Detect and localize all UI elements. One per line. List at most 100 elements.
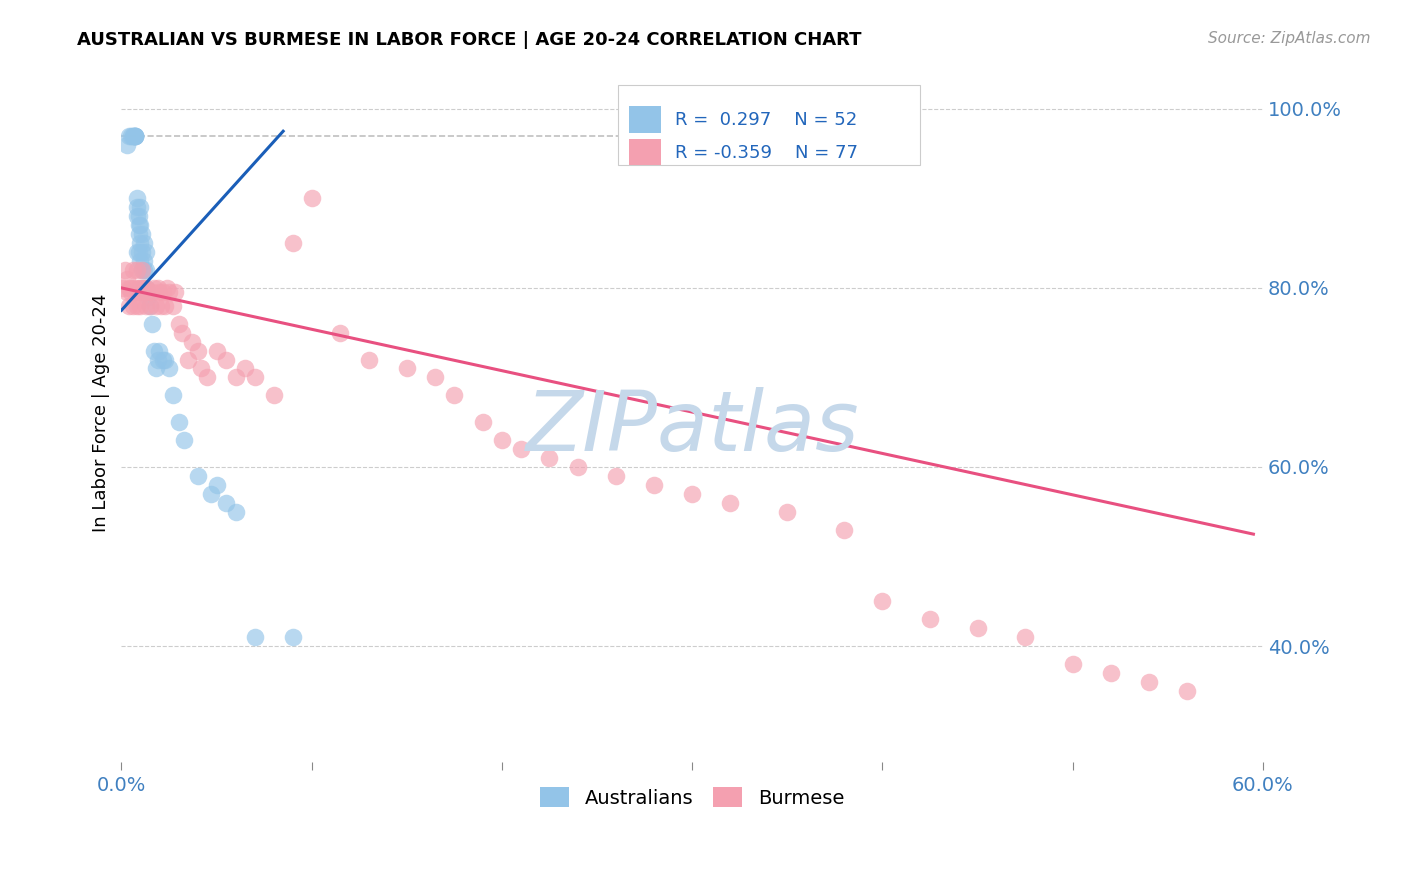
Point xyxy=(139,299,162,313)
Point xyxy=(215,352,238,367)
Point xyxy=(121,263,143,277)
Point xyxy=(131,281,153,295)
FancyBboxPatch shape xyxy=(630,106,661,133)
Point xyxy=(153,299,176,313)
Point xyxy=(125,191,148,205)
Point xyxy=(1099,665,1122,680)
Point xyxy=(115,272,138,286)
Point xyxy=(112,281,135,295)
Point xyxy=(872,594,894,608)
Point xyxy=(142,281,165,295)
Point xyxy=(134,285,156,300)
Y-axis label: In Labor Force | Age 20-24: In Labor Force | Age 20-24 xyxy=(93,294,110,533)
Point xyxy=(134,254,156,268)
Point xyxy=(395,361,418,376)
Point xyxy=(157,361,180,376)
Point xyxy=(124,128,146,143)
Point xyxy=(357,352,380,367)
Point xyxy=(152,285,174,300)
Point xyxy=(186,469,208,483)
Point xyxy=(118,299,141,313)
Point xyxy=(180,334,202,349)
Point xyxy=(150,299,173,313)
Point xyxy=(167,415,190,429)
Point xyxy=(124,128,146,143)
Point xyxy=(233,361,256,376)
Point xyxy=(125,245,148,260)
Point xyxy=(1014,630,1036,644)
Point xyxy=(139,299,162,313)
Point xyxy=(114,263,136,277)
Point xyxy=(134,236,156,251)
FancyBboxPatch shape xyxy=(619,85,921,165)
Point xyxy=(643,478,665,492)
Point xyxy=(567,460,589,475)
Point xyxy=(120,128,142,143)
Point xyxy=(135,299,157,313)
Point xyxy=(195,370,218,384)
Point xyxy=(918,612,941,626)
Point xyxy=(141,317,163,331)
Point xyxy=(124,128,146,143)
Text: ZIPatlas: ZIPatlas xyxy=(526,387,859,467)
Point xyxy=(134,281,156,295)
Text: AUSTRALIAN VS BURMESE IN LABOR FORCE | AGE 20-24 CORRELATION CHART: AUSTRALIAN VS BURMESE IN LABOR FORCE | A… xyxy=(77,31,862,49)
Point xyxy=(163,285,186,300)
Point xyxy=(124,285,146,300)
Point xyxy=(1137,674,1160,689)
Point xyxy=(135,281,157,295)
Point xyxy=(329,326,352,340)
Point xyxy=(128,209,150,223)
Point xyxy=(510,442,533,456)
Point xyxy=(146,352,169,367)
Point xyxy=(173,433,195,447)
Point xyxy=(131,245,153,260)
Point xyxy=(128,285,150,300)
Text: R = -0.359    N = 77: R = -0.359 N = 77 xyxy=(675,144,858,161)
Point xyxy=(128,281,150,295)
Point xyxy=(172,326,194,340)
Point xyxy=(281,630,304,644)
Text: Source: ZipAtlas.com: Source: ZipAtlas.com xyxy=(1208,31,1371,46)
Point xyxy=(136,290,159,304)
Point xyxy=(718,496,741,510)
Point xyxy=(125,209,148,223)
Point xyxy=(124,128,146,143)
Point xyxy=(121,128,143,143)
Point xyxy=(205,343,228,358)
Point xyxy=(243,630,266,644)
Point xyxy=(443,388,465,402)
Point xyxy=(131,227,153,242)
Point xyxy=(425,370,447,384)
Point xyxy=(491,433,513,447)
Point xyxy=(134,263,156,277)
Point xyxy=(145,299,167,313)
Point xyxy=(205,478,228,492)
Point xyxy=(129,219,152,233)
Point xyxy=(135,281,157,295)
Point xyxy=(141,285,163,300)
Point xyxy=(129,200,152,214)
Point xyxy=(281,236,304,251)
Point xyxy=(136,285,159,300)
Point xyxy=(834,523,856,537)
Point xyxy=(776,505,799,519)
Point xyxy=(125,299,148,313)
Point xyxy=(135,245,157,260)
Point xyxy=(135,263,157,277)
Point xyxy=(225,505,247,519)
Point xyxy=(538,450,561,465)
Point xyxy=(131,263,153,277)
Point xyxy=(225,370,247,384)
Point xyxy=(115,137,138,152)
Legend: Australians, Burmese: Australians, Burmese xyxy=(533,780,852,815)
Point xyxy=(131,263,153,277)
Point xyxy=(200,487,222,501)
Point xyxy=(146,281,169,295)
Point xyxy=(153,352,176,367)
Point xyxy=(156,281,179,295)
Point xyxy=(129,299,152,313)
Point xyxy=(167,317,190,331)
Point xyxy=(148,343,170,358)
Point xyxy=(301,191,323,205)
